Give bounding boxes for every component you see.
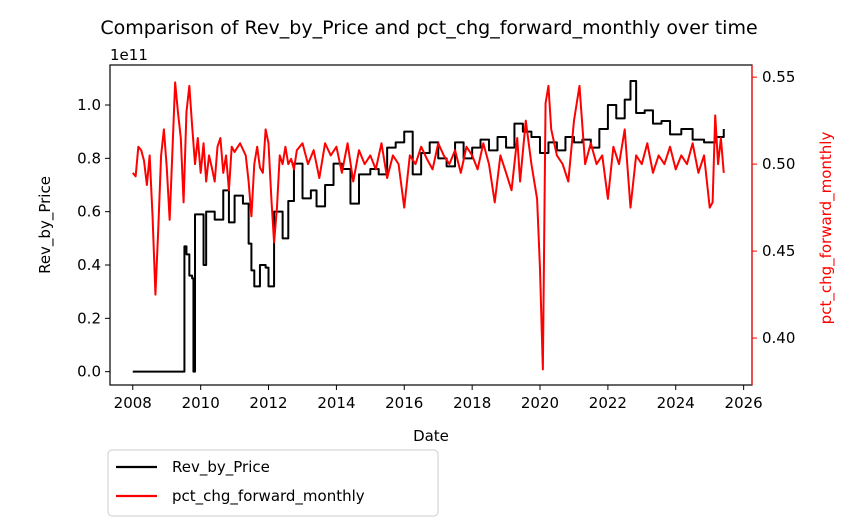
x-tick-label: 2022 — [589, 394, 627, 412]
x-axis-ticks: 2008 2010 2012 2014 2016 2018 2020 2022 2024 2026 — [114, 385, 763, 412]
legend-box — [107, 449, 439, 517]
x-tick-label: 2010 — [182, 394, 220, 412]
series-line-rev-by-price — [132, 80, 725, 373]
series-layer — [131, 80, 725, 373]
x-tick-label: 2026 — [725, 394, 763, 412]
right-y-axis-ticks: 0.40 0.45 0.50 0.55 — [752, 68, 795, 347]
left-y-axis-label: Rev_by_Price — [36, 176, 55, 274]
x-tick-label: 2024 — [657, 394, 695, 412]
right-y-tick-label: 0.40 — [762, 329, 795, 347]
left-y-tick-label: 1.0 — [77, 96, 101, 114]
x-tick-label: 2016 — [385, 394, 423, 412]
chart-title: Comparison of Rev_by_Price and pct_chg_f… — [100, 17, 757, 39]
right-y-tick-label: 0.50 — [762, 155, 795, 173]
legend-label-pct-chg: pct_chg_forward_monthly — [172, 487, 365, 506]
left-y-tick-label: 0.4 — [77, 256, 101, 274]
x-tick-label: 2008 — [114, 394, 152, 412]
series-line-pct-chg-forward-monthly — [131, 81, 725, 371]
x-tick-label: 2020 — [521, 394, 559, 412]
right-y-tick-label: 0.45 — [762, 242, 795, 260]
legend: Rev_by_Price pct_chg_forward_monthly — [107, 449, 439, 517]
left-y-tick-label: 0.8 — [77, 149, 101, 167]
left-axis-offset-text: 1e11 — [110, 46, 148, 64]
left-y-tick-label: 0.2 — [77, 309, 101, 327]
left-y-axis-ticks: 0.0 0.2 0.4 0.6 0.8 1.0 — [77, 96, 110, 381]
x-tick-label: 2014 — [317, 394, 355, 412]
right-y-axis-label: pct_chg_forward_monthly — [817, 132, 836, 325]
left-y-tick-label: 0.0 — [77, 363, 101, 381]
x-tick-label: 2012 — [249, 394, 287, 412]
x-axis-label: Date — [413, 427, 449, 445]
x-tick-label: 2018 — [453, 394, 491, 412]
left-y-tick-label: 0.6 — [77, 203, 101, 221]
right-y-tick-label: 0.55 — [762, 68, 795, 86]
legend-label-rev-by-price: Rev_by_Price — [172, 458, 270, 477]
